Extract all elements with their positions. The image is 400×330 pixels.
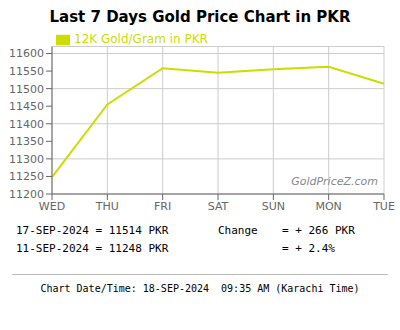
html-text:Change: Change [218,224,258,237]
html-text:= + 2.4%: = + 2.4% [282,242,335,255]
svg-text:11500: 11500 [9,83,44,96]
svg-text:SAT: SAT [208,200,229,213]
svg-text:11550: 11550 [9,65,44,78]
html-text:12K Gold/Gram in PKR: 12K Gold/Gram in PKR [74,32,208,46]
svg-text:THU: THU [95,200,119,213]
svg-text:11350: 11350 [9,135,44,148]
html-text:= + 266 PKR: = + 266 PKR [282,224,355,237]
svg-text:TUE: TUE [372,200,392,213]
html-text:Chart Date/Time: 18-SEP-2024 0: Chart Date/Time: 18-SEP-2024 09:35 AM (K… [40,283,360,294]
svg-text:WED: WED [39,200,65,213]
html-text:17-SEP-2024 = 11514 PKR: 17-SEP-2024 = 11514 PKR [16,224,169,237]
svg-text:11600: 11600 [9,47,44,60]
svg-text:11300: 11300 [9,153,44,166]
svg-text:11200: 11200 [9,188,44,201]
svg-text:11450: 11450 [9,100,44,113]
html-text:GoldPriceZ.com: GoldPriceZ.com [291,175,378,188]
svg-text:11400: 11400 [9,118,44,131]
svg-text:MON: MON [315,200,341,213]
html-text:Last 7 Days Gold Price Chart i: Last 7 Days Gold Price Chart in PKR [49,8,351,26]
svg-text:SUN: SUN [262,200,285,213]
html-text:11-SEP-2024 = 11248 PKR: 11-SEP-2024 = 11248 PKR [16,242,169,255]
svg-text:11250: 11250 [9,170,44,183]
svg-text:FRI: FRI [154,200,171,213]
